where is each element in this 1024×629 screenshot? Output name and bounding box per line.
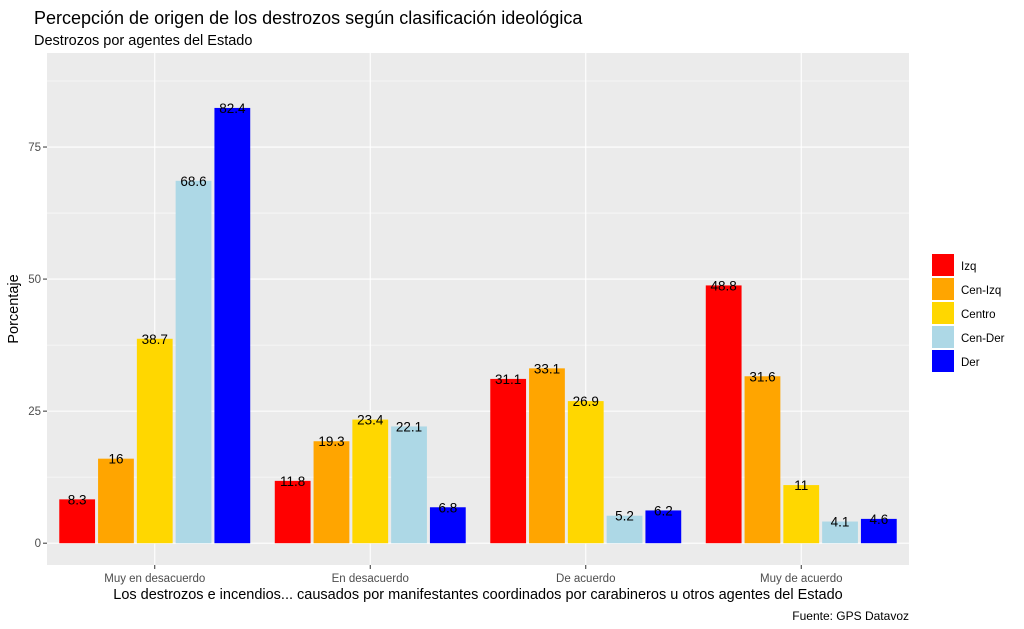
legend-key bbox=[932, 350, 954, 372]
chart-title: Percepción de origen de los destrozos se… bbox=[34, 8, 583, 28]
bar bbox=[136, 338, 173, 544]
legend-key bbox=[932, 326, 954, 348]
bar bbox=[274, 480, 311, 544]
bar bbox=[567, 401, 604, 544]
data-label: 5.2 bbox=[615, 509, 634, 524]
legend: Izq Cen-Izq Centro Cen-Der Der bbox=[932, 254, 1005, 372]
bar bbox=[175, 180, 212, 544]
bar bbox=[529, 368, 565, 544]
bar bbox=[391, 426, 427, 544]
legend-label: Centro bbox=[961, 309, 996, 321]
legend-key bbox=[932, 302, 954, 324]
data-label: 23.4 bbox=[357, 413, 384, 428]
bar bbox=[645, 510, 682, 544]
data-label: 16 bbox=[108, 452, 123, 467]
data-label: 48.8 bbox=[711, 278, 737, 293]
y-axis-title: Porcentaje bbox=[6, 274, 22, 343]
y-tick-label: 50 bbox=[28, 274, 41, 286]
data-label: 31.1 bbox=[495, 372, 521, 387]
x-axis-title: Los destrozos e incendios... causados po… bbox=[113, 587, 842, 603]
legend-label: Izq bbox=[961, 261, 976, 273]
data-label: 19.3 bbox=[318, 434, 344, 449]
data-label: 6.2 bbox=[654, 503, 673, 518]
bars bbox=[59, 107, 897, 544]
data-label: 6.8 bbox=[438, 500, 457, 515]
data-label: 68.6 bbox=[180, 174, 206, 189]
bar bbox=[214, 107, 251, 544]
x-tick-label: De acuerdo bbox=[556, 573, 615, 585]
data-label: 33.1 bbox=[534, 361, 560, 376]
bar bbox=[98, 458, 134, 544]
legend-key bbox=[932, 254, 954, 276]
y-tick-label: 25 bbox=[28, 406, 41, 418]
data-label: 38.7 bbox=[142, 332, 168, 347]
data-labels: 8.3 11.8 31.1 48.8 16 19.3 33.1 31.6 38.7 23.4 26.… bbox=[68, 101, 888, 530]
data-label: 4.1 bbox=[831, 515, 850, 530]
data-label: 11 bbox=[794, 478, 808, 493]
data-label: 22.1 bbox=[396, 419, 422, 434]
bar bbox=[490, 378, 527, 544]
bar bbox=[822, 521, 858, 544]
data-label: 26.9 bbox=[573, 394, 599, 409]
data-label: 31.6 bbox=[749, 369, 775, 384]
legend-key bbox=[932, 278, 954, 300]
legend-label: Cen-Der bbox=[961, 333, 1005, 345]
legend-label: Cen-Izq bbox=[961, 285, 1001, 297]
y-tick-label: 75 bbox=[28, 142, 41, 154]
data-label: 4.6 bbox=[869, 512, 888, 527]
x-axis: Muy en desacuerdo En desacuerdo De acuerdo… bbox=[104, 565, 842, 585]
data-label: 82.4 bbox=[219, 101, 246, 116]
legend-label: Der bbox=[961, 357, 980, 369]
bar bbox=[59, 499, 96, 544]
x-tick-label: Muy en desacuerdo bbox=[104, 573, 205, 585]
bar bbox=[705, 285, 742, 544]
x-tick-label: En desacuerdo bbox=[332, 573, 409, 585]
chart-subtitle: Destrozos por agentes del Estado bbox=[34, 33, 252, 49]
bar bbox=[860, 518, 897, 544]
caption: Fuente: GPS Datavoz bbox=[792, 609, 909, 623]
bar bbox=[429, 507, 466, 544]
y-tick-label: 0 bbox=[35, 538, 41, 550]
bar bbox=[744, 376, 781, 544]
y-axis: 0 25 50 75 bbox=[28, 142, 47, 550]
data-label: 8.3 bbox=[68, 492, 87, 507]
x-tick-label: Muy de acuerdo bbox=[760, 573, 842, 585]
bar bbox=[606, 515, 643, 544]
bar bbox=[783, 485, 820, 544]
data-label: 11.8 bbox=[280, 474, 305, 489]
bar bbox=[352, 419, 389, 544]
bar bbox=[313, 441, 350, 544]
